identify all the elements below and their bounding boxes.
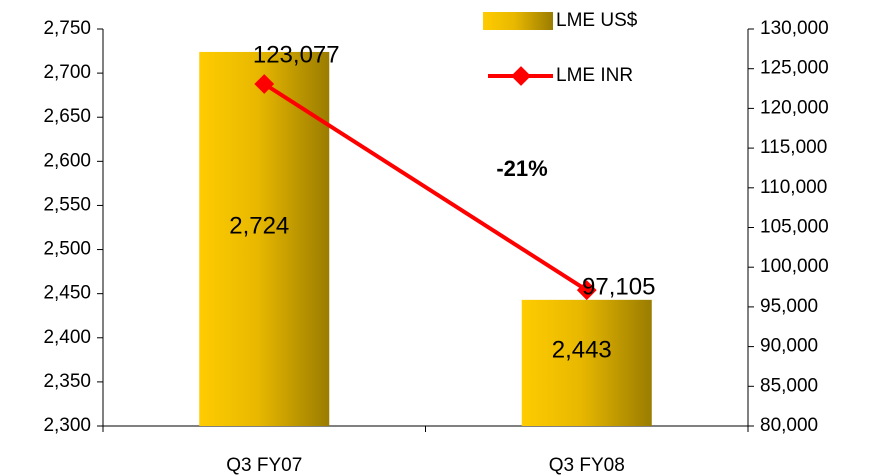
y-tick-label: 2,700	[43, 62, 91, 83]
y2-tick-label: 105,000	[760, 217, 829, 238]
line-marker	[254, 74, 275, 94]
y-tick-label: 2,450	[43, 283, 91, 304]
y-tick-label: 2,500	[43, 239, 91, 260]
y2-tick-label: 90,000	[760, 336, 818, 357]
bar	[199, 51, 330, 427]
y-tick-label: 2,750	[43, 18, 91, 39]
y2-tick-label: 80,000	[760, 415, 818, 436]
bar-value-label: 2,443	[552, 336, 612, 363]
y2-tick-label: 85,000	[760, 375, 818, 396]
legend-label: LME INR	[556, 65, 633, 86]
bar-value-label: 2,724	[229, 212, 289, 239]
y2-tick-label: 125,000	[760, 58, 829, 79]
y2-tick-label: 100,000	[760, 256, 829, 277]
legend-marker	[511, 66, 531, 86]
y-tick-label: 2,400	[43, 327, 91, 348]
y2-tick-label: 120,000	[760, 97, 829, 118]
y2-tick-label: 130,000	[760, 18, 829, 39]
line	[263, 82, 588, 292]
y2-tick-label: 115,000	[760, 137, 827, 158]
y-tick-label: 2,350	[43, 371, 91, 392]
legend-swatch	[483, 12, 553, 30]
annotation: -21%	[496, 156, 547, 181]
bar	[521, 299, 652, 426]
y-tick-label: 2,650	[43, 106, 91, 127]
legend-label: LME US$	[556, 10, 638, 31]
y2-tick-label: 110,000	[760, 177, 827, 198]
line-value-label: 123,077	[253, 41, 340, 68]
line-value-label: 97,105	[582, 274, 655, 301]
y-tick-label: 2,600	[43, 150, 91, 171]
y-tick-label: 2,550	[43, 194, 91, 215]
x-tick-label: Q3 FY07	[226, 455, 302, 476]
line-marker	[576, 280, 597, 301]
y2-tick-label: 95,000	[760, 296, 818, 317]
x-tick-label: Q3 FY08	[549, 455, 625, 476]
y-tick-label: 2,300	[43, 415, 91, 436]
